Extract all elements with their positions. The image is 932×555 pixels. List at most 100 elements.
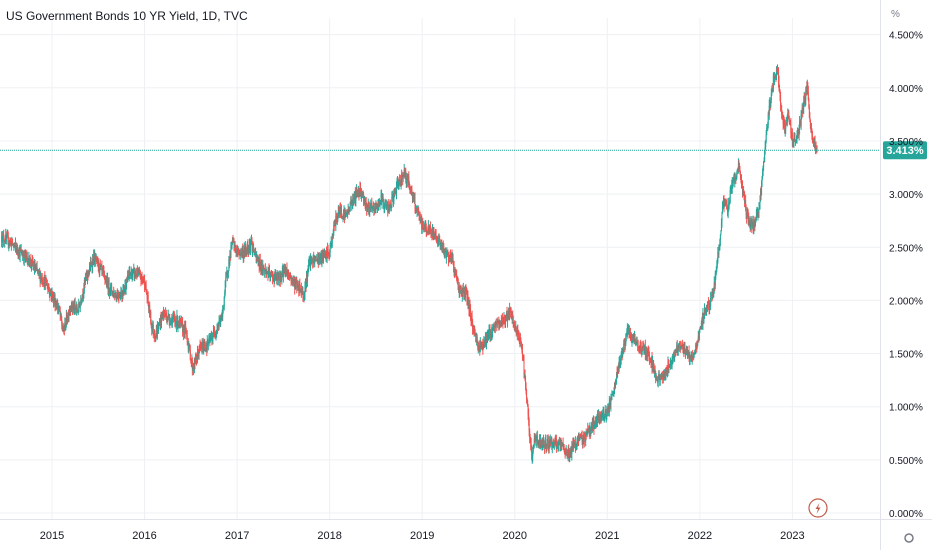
candle-body <box>36 266 38 268</box>
candle-body <box>542 440 544 446</box>
candle-body <box>43 284 45 285</box>
candle-body <box>162 312 164 317</box>
candle-body <box>663 373 665 377</box>
candle-body <box>66 319 68 323</box>
candle-body <box>490 329 492 338</box>
candle-body <box>112 291 114 293</box>
candle-body <box>119 296 121 298</box>
candle-body <box>120 291 122 294</box>
candle-body <box>94 255 96 258</box>
candle-body <box>465 290 467 291</box>
gear-icon <box>904 533 914 543</box>
candle-body <box>670 362 672 364</box>
candle-body <box>381 196 383 205</box>
candle-body <box>61 325 63 329</box>
candle-body <box>638 350 640 351</box>
candle-body <box>572 443 574 450</box>
candle-body <box>672 353 674 359</box>
candle-body <box>780 98 782 106</box>
candle-body <box>718 245 720 247</box>
candle-body <box>758 206 760 214</box>
candle-body <box>799 121 801 128</box>
candle-body <box>254 254 256 255</box>
candle-body <box>113 293 115 297</box>
candle-body <box>347 211 349 214</box>
candle-body <box>225 274 227 278</box>
candle-body <box>200 346 202 348</box>
candle-body <box>390 205 392 207</box>
candle-body <box>761 176 763 182</box>
candle-body <box>211 338 213 342</box>
candle-body <box>149 311 151 317</box>
candle-body <box>556 442 558 447</box>
candle-body <box>117 293 119 298</box>
candle-body <box>509 308 511 311</box>
candle-body <box>695 343 697 345</box>
candle-body <box>351 202 353 205</box>
candle-body <box>389 203 391 208</box>
candle-body <box>223 296 225 307</box>
candle-body <box>542 445 544 449</box>
candle-body <box>162 312 164 317</box>
candle-body <box>441 245 443 248</box>
candle-body <box>794 134 796 141</box>
candle-body <box>422 221 424 228</box>
candle-body <box>41 277 43 283</box>
candle-body <box>393 193 395 195</box>
candle-body <box>579 438 581 440</box>
candle-body <box>180 321 182 323</box>
candle-body <box>683 346 685 351</box>
candle-body <box>587 428 589 432</box>
candle-body <box>648 353 650 356</box>
candle-body <box>345 212 347 214</box>
candle-body <box>752 221 754 231</box>
candle-body <box>578 438 580 440</box>
candle-body <box>485 335 487 344</box>
candle-body <box>717 252 719 254</box>
candle-body <box>669 366 671 368</box>
candle-body <box>552 444 554 447</box>
candle-body <box>11 239 13 245</box>
candle-body <box>170 318 172 321</box>
candle-body <box>32 265 34 266</box>
candle-body <box>240 249 242 253</box>
candle-body <box>233 240 235 247</box>
candle-body <box>12 244 14 247</box>
candle-body <box>807 85 809 92</box>
candle-body <box>814 141 816 146</box>
candle-body <box>407 176 409 182</box>
candle-body <box>582 441 584 443</box>
candle-body <box>250 242 252 244</box>
candle-body <box>300 288 302 293</box>
candle-body <box>284 265 286 274</box>
candle-body <box>512 315 514 324</box>
candle-body <box>593 426 595 429</box>
candle-body <box>95 257 97 261</box>
candle-body <box>330 242 332 245</box>
candle-body <box>503 317 505 319</box>
candle-body <box>5 234 7 239</box>
candle-body <box>586 432 588 434</box>
candle-body <box>92 258 94 264</box>
candle-body <box>391 196 393 206</box>
candle-body <box>234 242 236 247</box>
candle-body <box>669 366 671 367</box>
candle-body <box>224 292 226 297</box>
candle-body <box>114 295 116 298</box>
candle-body <box>169 323 171 325</box>
candle-body <box>125 288 127 290</box>
candle-body <box>721 213 723 224</box>
candle-body <box>518 336 520 340</box>
candle-body <box>633 337 635 340</box>
candle-body <box>723 201 725 208</box>
candle-body <box>181 321 183 323</box>
candle-body <box>244 246 246 256</box>
candle-body <box>517 329 519 331</box>
candle-body <box>164 314 166 316</box>
candle-body <box>239 254 241 255</box>
candle-body <box>421 218 423 229</box>
candle-body <box>340 208 342 212</box>
candle-body <box>238 248 240 255</box>
candle-body <box>3 240 5 243</box>
candle-body <box>585 431 587 435</box>
